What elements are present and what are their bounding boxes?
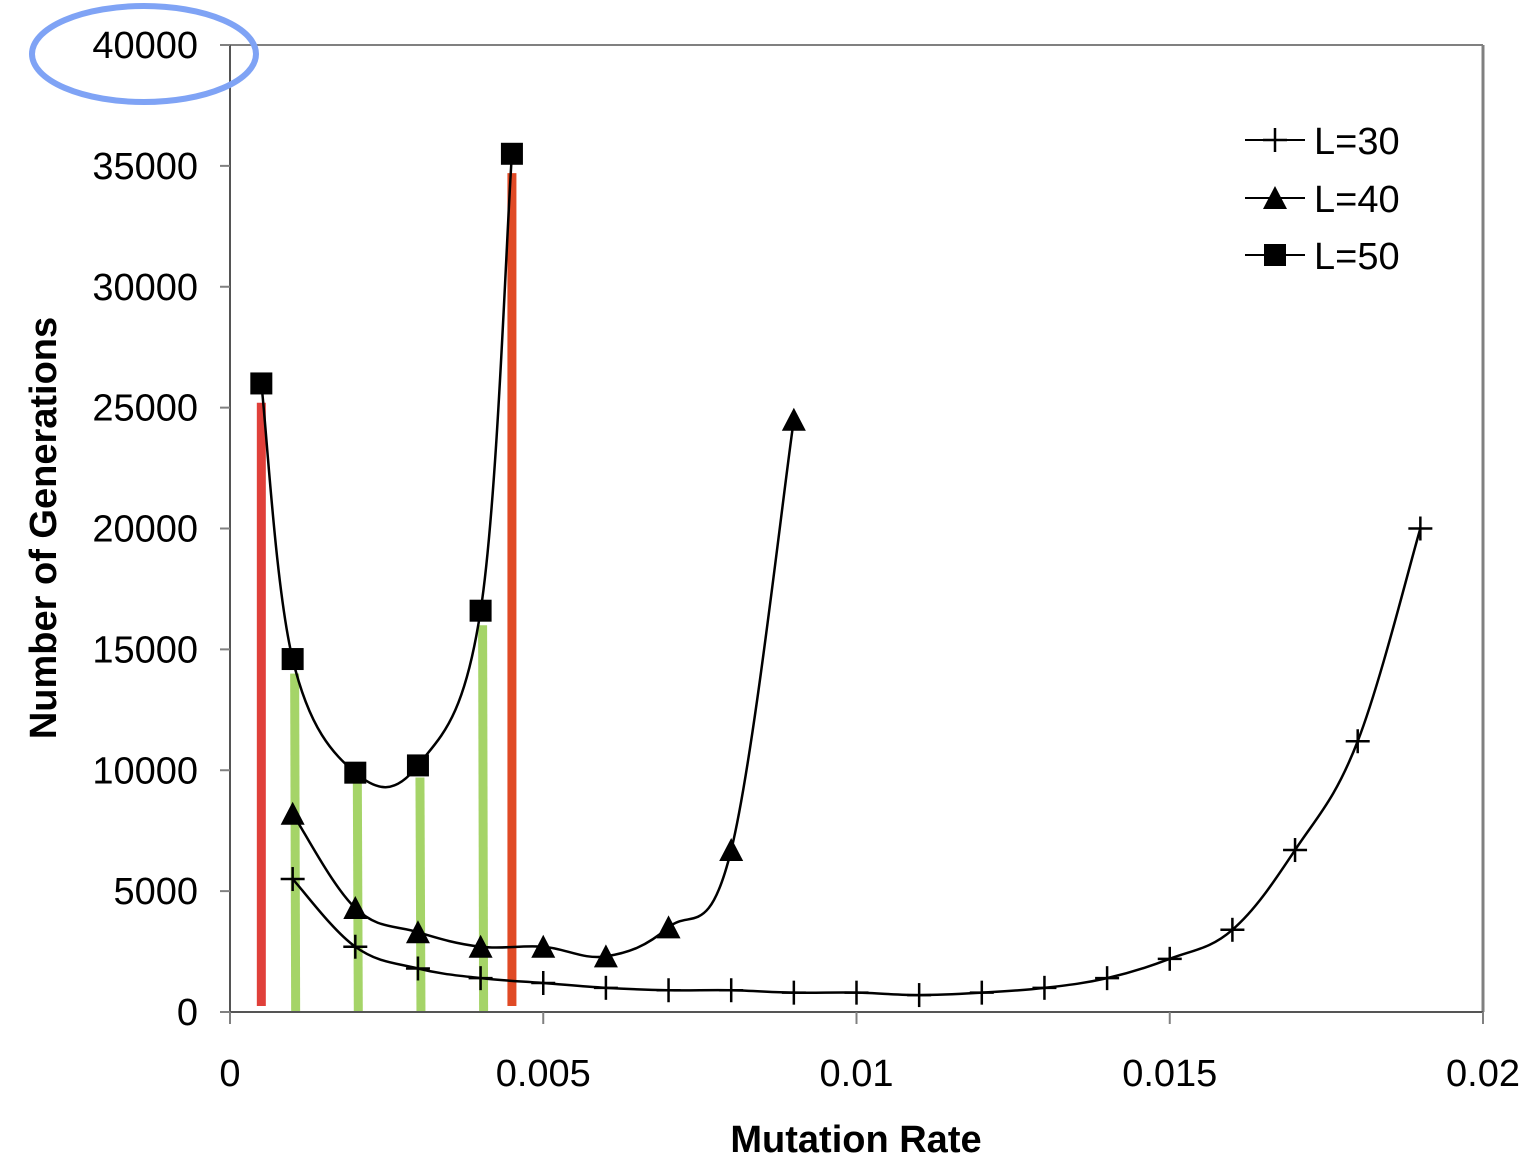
y-tick-label: 10000 (92, 750, 198, 792)
y-tick-label: 25000 (92, 388, 198, 430)
data-point-plus (1283, 838, 1308, 863)
data-point-square (500, 142, 523, 165)
data-point-triangle (781, 407, 806, 431)
data-point-triangle (468, 934, 493, 958)
legend-marker-square (1264, 244, 1286, 266)
x-tick-label: 0 (219, 1053, 240, 1095)
x-tick-label: 0.015 (1122, 1053, 1217, 1095)
data-point-triangle (280, 801, 305, 825)
data-point-square (469, 599, 492, 622)
data-point-plus (719, 978, 744, 1003)
x-tick-label: 0.02 (1446, 1053, 1520, 1095)
data-point-plus (844, 980, 869, 1005)
data-point-square (250, 372, 273, 395)
data-point-triangle (343, 896, 368, 920)
data-point-plus (1345, 729, 1370, 754)
y-axis: 0 5000 10000 15000 20000 25000 30000 35000 40000 (92, 25, 230, 1034)
data-point-square (406, 754, 429, 777)
data-point-plus (468, 966, 493, 991)
data-point-plus (1032, 975, 1057, 1000)
data-point-square (344, 761, 367, 784)
data-point-plus (593, 975, 618, 1000)
data-point-plus (1095, 966, 1120, 991)
highlight-ellipse (29, 3, 259, 105)
y-axis-title: Number of Generations (23, 317, 65, 739)
data-point-plus (343, 934, 368, 959)
y-tick-label: 0 (177, 992, 198, 1034)
y-tick-label: 20000 (92, 509, 198, 551)
data-point-triangle (531, 934, 556, 958)
green-highlight-bar (290, 673, 301, 1012)
data-point-plus (781, 980, 806, 1005)
series-l-50 (250, 142, 523, 789)
legend-marker-triangle (1263, 186, 1287, 209)
x-axis: 0 0.005 0.01 0.015 0.02 (219, 1012, 1520, 1095)
series-group (250, 142, 1433, 1008)
data-point-plus (1220, 917, 1245, 942)
data-point-plus (656, 978, 681, 1003)
series-l-40 (280, 407, 806, 968)
highlight-bars (256, 173, 517, 1012)
data-point-plus (405, 956, 430, 981)
y-tick-label: 15000 (92, 629, 198, 671)
data-point-triangle (656, 915, 681, 939)
data-point-plus (969, 980, 994, 1005)
green-highlight-bar (352, 775, 363, 1012)
series-line (291, 419, 796, 959)
x-axis-title: Mutation Rate (730, 1119, 981, 1161)
y-tick-label: 40000 (92, 25, 198, 67)
data-point-square (281, 648, 304, 671)
legend-label: L=40 (1314, 179, 1400, 221)
green-highlight-bar (415, 777, 426, 1012)
data-point-plus (1408, 516, 1433, 541)
legend-label: L=50 (1314, 236, 1400, 278)
x-tick-label: 0.01 (820, 1053, 894, 1095)
data-point-triangle (405, 920, 430, 944)
legend-item: L=30 (1245, 121, 1400, 163)
data-point-plus (1157, 946, 1182, 971)
legend-label: L=30 (1314, 121, 1400, 163)
x-tick-label: 0.005 (496, 1053, 591, 1095)
data-point-plus (531, 970, 556, 995)
data-point-plus (280, 867, 305, 892)
legend-item: L=50 (1245, 236, 1400, 278)
y-tick-label: 5000 (113, 871, 198, 913)
series-l-30 (280, 516, 1433, 1008)
y-tick-label: 35000 (92, 146, 198, 188)
data-point-triangle (593, 944, 618, 968)
series-line (291, 528, 1422, 997)
legend-item: L=40 (1245, 179, 1400, 221)
legend: L=30 L=40 L=50 (1245, 121, 1400, 278)
data-point-plus (907, 983, 932, 1008)
legend-marker-plus (1263, 128, 1287, 152)
data-point-triangle (719, 838, 744, 862)
y-tick-label: 30000 (92, 267, 198, 309)
